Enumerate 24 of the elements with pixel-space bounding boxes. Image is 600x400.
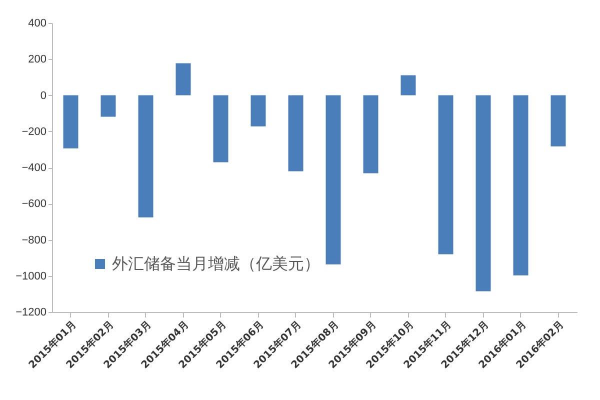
bar xyxy=(250,95,266,126)
y-tick-label: 0 xyxy=(40,90,46,102)
bar xyxy=(513,95,528,276)
bar xyxy=(363,95,378,174)
bar xyxy=(550,95,566,146)
bar xyxy=(438,95,454,254)
y-tick-label: −800 xyxy=(22,234,46,246)
y-tick-label: −400 xyxy=(22,162,46,174)
bar xyxy=(100,95,116,117)
bar xyxy=(63,95,78,148)
y-tick-label: 200 xyxy=(28,54,46,66)
y-tick-label: −600 xyxy=(22,198,46,210)
y-tick-label: −1200 xyxy=(16,306,46,318)
y-tick-label: −1000 xyxy=(16,270,46,282)
bar xyxy=(138,95,154,218)
bar xyxy=(288,95,304,172)
bar xyxy=(213,95,228,162)
bar xyxy=(476,95,491,292)
legend-label: 外汇储备当月增减（亿美元） xyxy=(112,254,320,273)
bar xyxy=(326,95,341,264)
bar xyxy=(176,63,191,96)
bar xyxy=(400,75,416,96)
y-tick-label: 400 xyxy=(28,18,46,30)
y-tick-label: −200 xyxy=(22,126,46,138)
